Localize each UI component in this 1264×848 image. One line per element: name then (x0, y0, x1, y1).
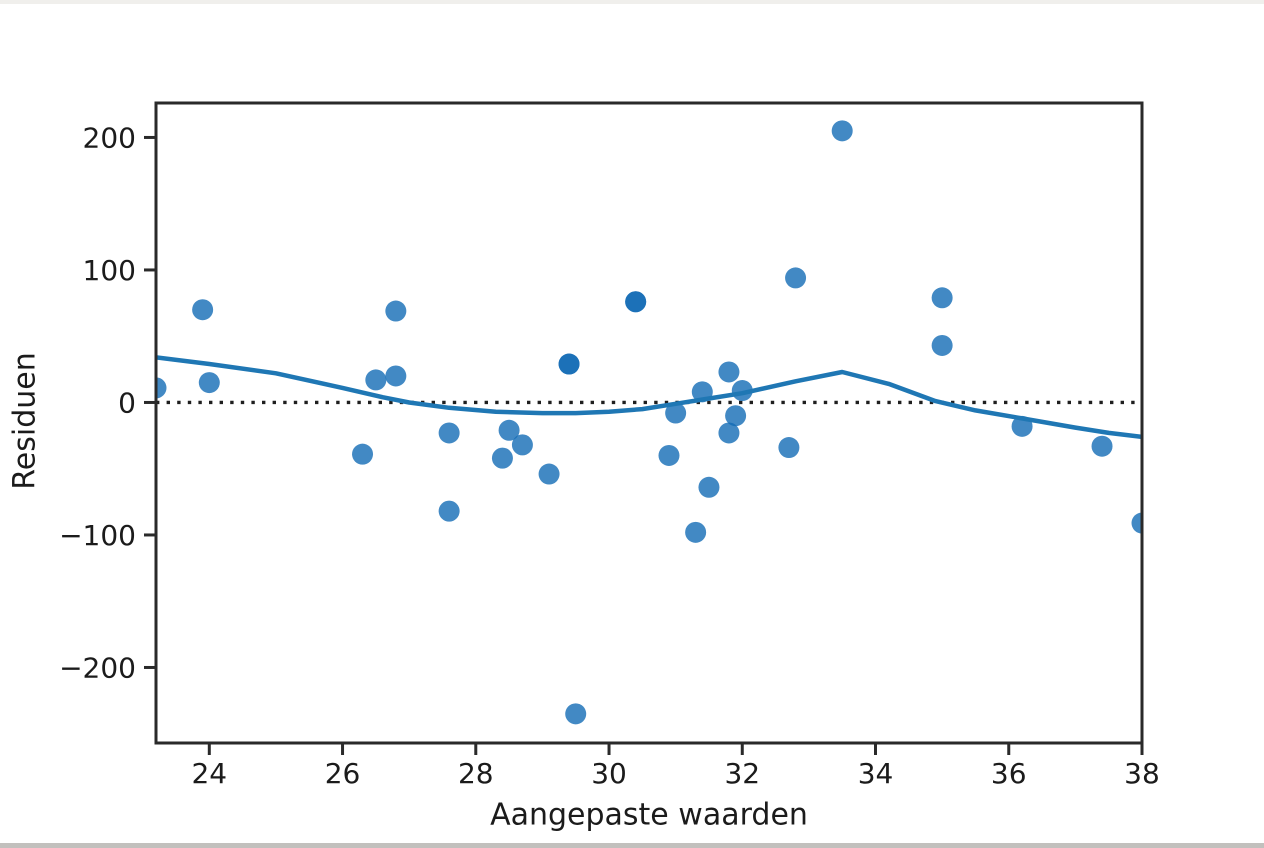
y-tick-label: 100 (83, 254, 136, 287)
scatter-point (491, 447, 513, 469)
scatter-point (831, 120, 853, 142)
y-tick-label: 200 (83, 121, 136, 154)
scatter-point (511, 434, 533, 456)
scatter-point (698, 476, 720, 498)
scatter-point (665, 402, 687, 424)
plot-area (156, 120, 1142, 725)
scatter-point (438, 422, 460, 444)
scatter-point (198, 372, 220, 394)
scatter-point (718, 422, 740, 444)
scatter-point (725, 405, 747, 427)
x-tick-label: 34 (858, 757, 894, 790)
scatter-point (156, 377, 167, 399)
scatter-point (778, 437, 800, 459)
scatter-point (1091, 435, 1113, 457)
x-tick-label: 36 (991, 757, 1027, 790)
scatter-point (565, 703, 587, 725)
x-tick-label: 38 (1124, 757, 1160, 790)
scatter-point (498, 419, 520, 441)
y-tick-label: −200 (59, 651, 136, 684)
y-tick-label: −100 (59, 519, 136, 552)
y-axis-label: Residuen (7, 352, 43, 490)
scatter-point (685, 521, 707, 543)
scatter-point (931, 334, 953, 356)
lowess-smoother-line (156, 355, 1142, 440)
scatter-point (365, 369, 387, 391)
scatter-point (718, 361, 740, 383)
scatter-point (931, 287, 953, 309)
plot-border (154, 101, 1144, 745)
scatter-point (625, 291, 647, 313)
scatter-point (385, 365, 407, 387)
x-tick-label: 28 (458, 757, 494, 790)
scatter-point (785, 267, 807, 289)
scatter-point (658, 444, 680, 466)
scatter-point (438, 500, 460, 522)
scatter-point (538, 463, 560, 485)
x-axis-label: Aangepaste waarden (490, 797, 808, 833)
scatter-point (192, 299, 214, 321)
scatter-point (352, 443, 374, 465)
scatter-point (385, 300, 407, 322)
x-tick-label: 30 (591, 757, 627, 790)
x-tick-label: 32 (724, 757, 760, 790)
scatter-point (558, 353, 580, 375)
x-tick-label: 24 (191, 757, 227, 790)
y-tick-label: 0 (118, 386, 136, 419)
scatter-point (1131, 512, 1142, 534)
x-tick-label: 26 (325, 757, 361, 790)
page-bottom-edge (0, 843, 1264, 848)
page-top-edge (0, 0, 1264, 4)
